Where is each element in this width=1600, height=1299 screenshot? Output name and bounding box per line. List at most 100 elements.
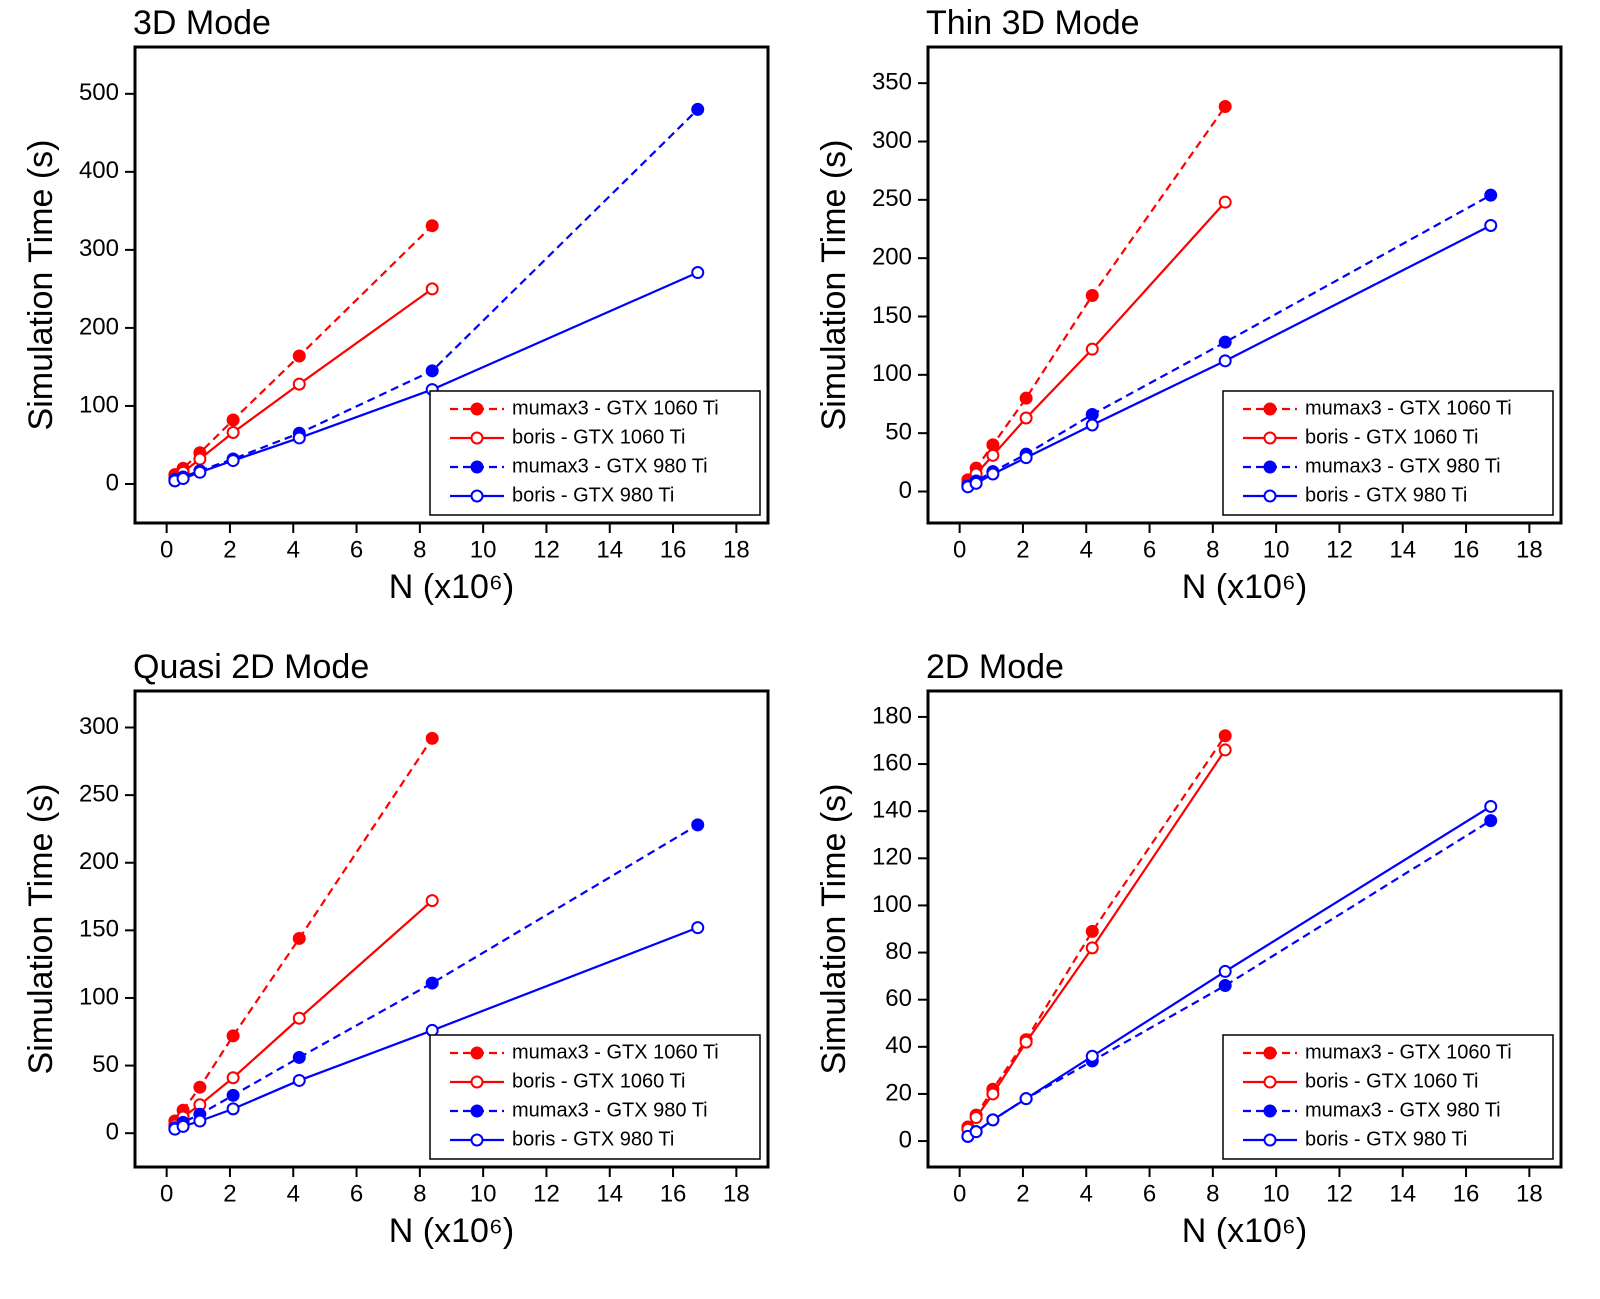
data-point [1218,100,1232,113]
data-point [292,1050,306,1064]
y-tick-label: 40 [885,1032,912,1059]
legend-label: mumax3 - GTX 1060 Ti [1305,397,1512,419]
legend-label: mumax3 - GTX 1060 Ti [1305,1041,1512,1063]
y-tick-label: 400 [79,157,119,184]
legend-marker [470,1133,484,1147]
plot-frame [926,45,1563,525]
data-point [1019,1035,1033,1049]
data-point [1218,354,1232,368]
y-tick-label: 250 [872,185,912,212]
x-tick-label: 14 [1389,1180,1416,1207]
x-axis-label: N (x10⁶) [1182,1212,1307,1250]
series-line [174,224,433,476]
x-tick-label: 18 [723,536,750,563]
data-point [292,377,306,391]
legend-label: mumax3 - GTX 1060 Ti [512,1041,719,1063]
y-tick-label: 200 [872,244,912,271]
plot-frame [133,45,770,525]
data-point [226,413,240,427]
data-point [1085,1049,1099,1063]
x-tick-label: 4 [1080,1180,1093,1207]
x-tick-label: 8 [413,536,426,563]
y-tick-label: 100 [872,360,912,387]
legend-label: boris - GTX 980 Ti [512,1128,674,1150]
legend-marker [1263,1046,1277,1060]
legend-marker [470,1075,484,1089]
y-tick-label: 150 [79,916,119,943]
x-tick-label: 16 [660,1180,687,1207]
y-tick-label: 100 [79,983,119,1010]
legend-label: boris - GTX 980 Ti [1305,484,1467,506]
legend-marker [1263,1133,1277,1147]
data-point [193,465,207,479]
chart-title: Thin 3D Mode [926,4,1140,42]
data-point [691,818,705,832]
data-point [1218,743,1232,757]
x-tick-label: 0 [160,536,173,563]
x-tick-label: 6 [1143,536,1156,563]
x-axis-label: N (x10⁶) [389,568,514,606]
y-tick-label: 250 [79,780,119,807]
y-tick-label: 160 [872,749,912,776]
x-tick-label: 10 [470,536,497,563]
series-line [174,737,434,1122]
panel: 2D Mode 0 20 40 60 80 100 120 140 160 180 0 2 4 6 8 10 12… [815,648,1563,1250]
x-tick-label: 10 [470,1180,497,1207]
data-point [193,452,207,466]
data-point [226,454,240,468]
x-tick-label: 0 [953,536,966,563]
x-tick-label: 6 [1143,1180,1156,1207]
data-point [691,102,705,116]
data-point [425,976,439,990]
y-tick-label: 60 [885,985,912,1012]
panel: Thin 3D Mode 0 50 100 150 200 250 300 350 0 2 4 6 8 10… [815,4,1563,606]
x-tick-label: 18 [1516,536,1543,563]
x-tick-label: 0 [160,1180,173,1207]
y-tick-label: 150 [872,302,912,329]
y-tick-label: 500 [79,79,119,106]
y-tick-label: 180 [872,702,912,729]
legend-label: boris - GTX 980 Ti [512,484,674,506]
x-tick-label: 2 [223,1180,236,1207]
plot-frame [133,689,770,1169]
x-tick-label: 8 [413,1180,426,1207]
data-point [425,731,439,745]
data-point [1085,408,1099,421]
y-tick-label: 20 [885,1079,912,1106]
y-tick-label: 0 [106,1119,119,1146]
x-tick-label: 4 [287,1180,300,1207]
legend-marker [470,1104,484,1118]
data-point [1085,941,1099,955]
y-tick-label: 0 [899,477,912,504]
legend-marker [1263,489,1277,503]
y-tick-label: 0 [106,469,119,496]
data-point [193,1114,207,1128]
data-point [1085,418,1099,432]
x-tick-label: 2 [223,536,236,563]
data-point [226,425,240,439]
y-tick-label: 120 [872,844,912,871]
y-tick-label: 350 [872,69,912,96]
y-tick-label: 100 [79,391,119,418]
y-axis-label: Simulation Time (s) [22,140,60,431]
data-point [176,1119,190,1133]
x-tick-label: 4 [1080,536,1093,563]
chart-title: 2D Mode [926,648,1064,686]
x-tick-label: 10 [1263,1180,1290,1207]
legend-label: mumax3 - GTX 980 Ti [1305,1099,1501,1121]
x-tick-label: 10 [1263,536,1290,563]
x-axis-label: N (x10⁶) [389,1212,514,1250]
data-point [986,448,1000,462]
x-tick-label: 12 [1326,536,1353,563]
x-tick-label: 6 [350,1180,363,1207]
x-tick-label: 16 [660,536,687,563]
legend-label: boris - GTX 1060 Ti [512,1070,685,1092]
y-tick-label: 200 [79,313,119,340]
legend-marker [470,1046,484,1060]
legend-label: boris - GTX 1060 Ti [1305,426,1478,448]
y-axis-label: Simulation Time (s) [815,140,853,431]
data-point [986,438,1000,452]
data-point [1218,729,1232,743]
data-point [1085,289,1099,302]
